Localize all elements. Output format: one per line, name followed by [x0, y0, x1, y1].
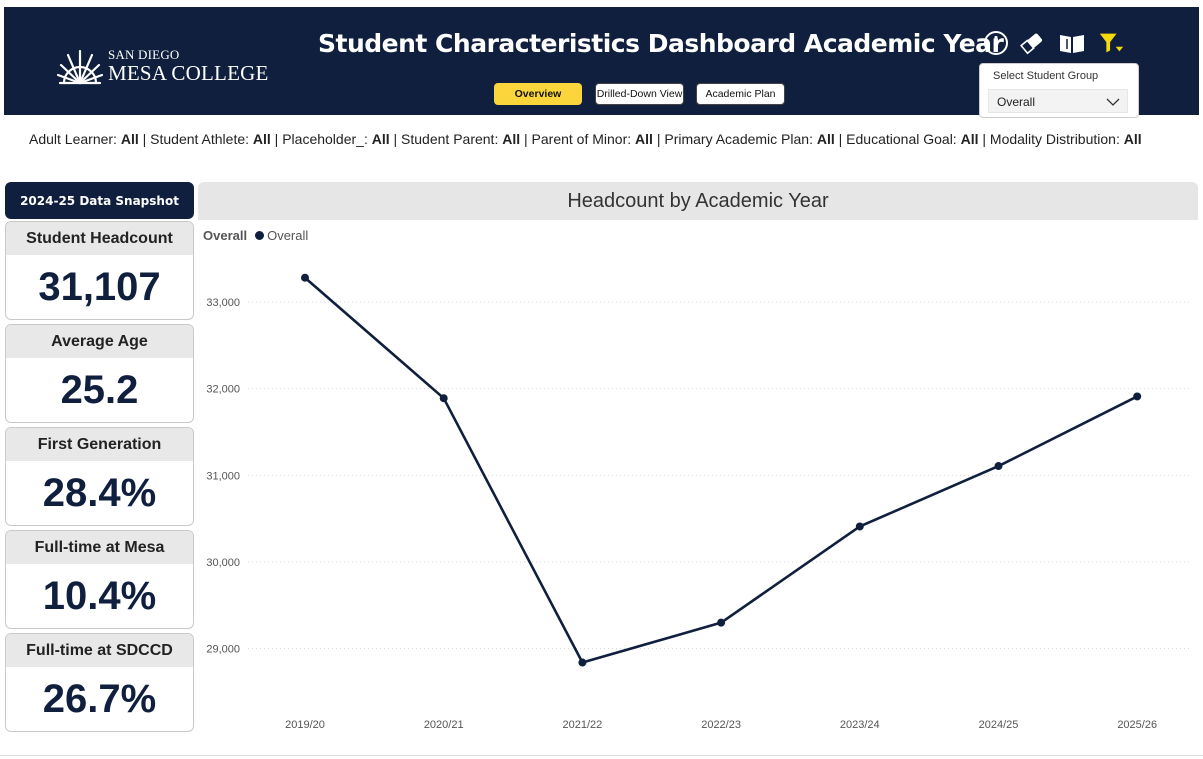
filter-name: Student Parent: — [401, 131, 499, 147]
student-group-dropdown[interactable]: Overall — [988, 89, 1128, 113]
academic-plan-button[interactable]: Academic Plan — [696, 83, 785, 105]
snapshot-title: 2024-25 Data Snapshot — [5, 182, 194, 219]
kpi-value: 31,107 — [38, 264, 161, 309]
filter-summary: Adult Learner: All | Student Athlete: Al… — [29, 131, 1142, 147]
data-point[interactable] — [578, 658, 587, 667]
logo-text-san-diego: SAN DIEGO — [108, 47, 180, 62]
x-tick-label: 2025/26 — [1117, 719, 1157, 731]
filter-value: All — [635, 131, 653, 147]
kpi-label: Student Headcount — [6, 222, 193, 255]
filter-name: Placeholder_: — [282, 131, 368, 147]
legend-item-overall[interactable]: Overall — [267, 228, 309, 243]
dashboard-title: Student Characteristics Dashboard Academ… — [318, 29, 1004, 58]
logo-text-mesa-college: MESA COLLEGE — [108, 61, 269, 85]
drilled-down-view-button[interactable]: Drilled-Down View — [595, 83, 684, 105]
kpi-card-average-age: Average Age 25.2 — [5, 324, 194, 423]
overview-tab-button[interactable]: Overview — [494, 83, 582, 105]
eraser-icon[interactable] — [1018, 29, 1046, 57]
data-point[interactable] — [994, 462, 1003, 471]
filter-name: Educational Goal: — [846, 131, 957, 147]
data-point[interactable] — [1133, 392, 1142, 401]
mesa-college-logo: SAN DIEGO MESA COLLEGE — [56, 43, 268, 91]
bottom-divider — [0, 755, 1203, 756]
x-tick-label: 2020/21 — [424, 719, 464, 731]
info-icon[interactable] — [982, 29, 1010, 57]
filter-name: Modality Distribution: — [989, 131, 1120, 147]
legend-title: Overall — [203, 228, 248, 243]
filter-value: All — [252, 131, 271, 147]
data-point[interactable] — [439, 394, 448, 403]
legend-marker — [255, 231, 265, 240]
student-group-value: Overall — [997, 95, 1036, 109]
y-tick-label: 32,000 — [206, 384, 240, 396]
filter-name: Parent of Minor: — [531, 131, 632, 147]
filter-value: All — [816, 131, 835, 147]
kpi-label: Average Age — [6, 325, 193, 358]
student-group-selector: Select Student Group Overall — [979, 63, 1139, 118]
filter-value: All — [960, 131, 979, 147]
student-group-label: Select Student Group — [993, 70, 1099, 82]
filter-value: All — [371, 131, 390, 147]
data-point[interactable] — [717, 618, 726, 627]
kpi-value: 10.4% — [42, 573, 157, 618]
filter-name: Student Athlete: — [150, 131, 250, 147]
filter-value: All — [502, 131, 521, 147]
kpi-card-headcount: Student Headcount 31,107 — [5, 221, 194, 320]
filter-value: All — [1123, 131, 1142, 147]
chevron-down-icon — [1106, 98, 1120, 106]
y-tick-label: 30,000 — [206, 557, 240, 569]
x-tick-label: 2023/24 — [840, 719, 880, 731]
kpi-value: 26.7% — [42, 676, 157, 721]
x-tick-label: 2022/23 — [701, 719, 741, 731]
kpi-card-full-time-sdccd: Full-time at SDCCD 26.7% — [5, 633, 194, 732]
filter-icon[interactable] — [1097, 29, 1125, 57]
header-banner: SAN DIEGO MESA COLLEGE Student Character… — [4, 7, 1199, 118]
data-point[interactable] — [301, 273, 309, 282]
x-tick-label: 2019/20 — [285, 719, 325, 731]
chart-title: Headcount by Academic Year — [198, 182, 1198, 220]
x-tick-label: 2021/22 — [563, 719, 603, 731]
kpi-label: First Generation — [6, 428, 193, 461]
y-tick-label: 33,000 — [206, 297, 240, 309]
headcount-line-chart: 29,000 30,000 31,000 32,000 33,000 2019/20 202… — [206, 273, 1190, 731]
kpi-value: 25.2 — [60, 367, 139, 412]
y-tick-label: 29,000 — [206, 644, 240, 656]
chart-legend: Overall Overall — [203, 228, 308, 243]
filter-name: Adult Learner: — [29, 131, 117, 147]
kpi-label: Full-time at Mesa — [6, 531, 193, 564]
kpi-label: Full-time at SDCCD — [6, 634, 193, 667]
kpi-card-first-generation: First Generation 28.4% — [5, 427, 194, 526]
data-point[interactable] — [855, 522, 864, 531]
series-line-overall — [304, 276, 1138, 664]
filter-name: Primary Academic Plan: — [664, 131, 813, 147]
x-tick-label: 2024/25 — [979, 719, 1019, 731]
y-tick-label: 31,000 — [206, 470, 240, 482]
book-icon[interactable] — [1058, 29, 1086, 57]
kpi-value: 28.4% — [42, 470, 157, 515]
kpi-card-full-time-mesa: Full-time at Mesa 10.4% — [5, 530, 194, 629]
filter-value: All — [120, 131, 139, 147]
sunburst-logo-icon — [56, 49, 104, 85]
